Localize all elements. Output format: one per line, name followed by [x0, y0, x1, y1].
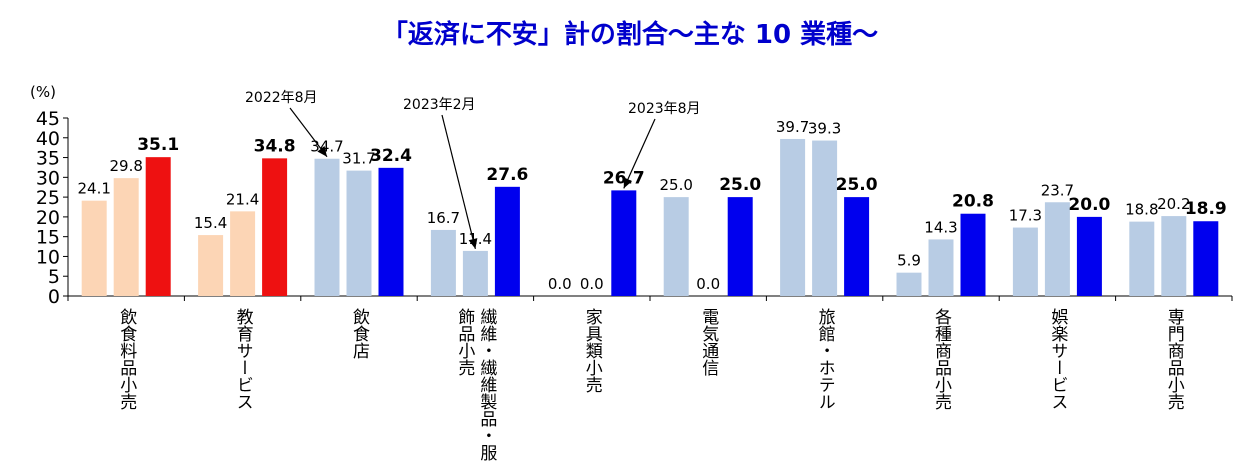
data-label: 17.3 [1009, 207, 1042, 225]
bar [1012, 227, 1038, 296]
data-label: 29.8 [109, 157, 142, 175]
bar [1193, 221, 1219, 296]
bar [262, 158, 288, 296]
bar [378, 167, 404, 296]
data-label: 20.2 [1157, 195, 1190, 213]
data-label: 16.7 [427, 209, 460, 227]
bar [1044, 202, 1070, 296]
bar [928, 239, 954, 296]
bar [462, 250, 488, 296]
bar [727, 197, 753, 296]
data-label: 0.0 [548, 275, 572, 293]
y-tick-label: 40 [36, 128, 60, 150]
y-tick-label: 45 [36, 108, 60, 130]
category-label: 電気通信 [698, 308, 719, 376]
bar [663, 197, 689, 296]
data-label: 31.7 [342, 150, 375, 168]
annotation-arrow-head [317, 146, 327, 157]
category-label: 家具類小売 [582, 308, 603, 393]
data-label: 0.0 [696, 275, 720, 293]
bar [346, 170, 372, 296]
bar [611, 190, 637, 296]
data-label: 32.4 [370, 146, 412, 166]
y-tick-label: 20 [36, 207, 60, 229]
bar [494, 186, 520, 296]
bar [430, 229, 456, 296]
data-label: 20.0 [1068, 195, 1110, 215]
bar [145, 157, 171, 296]
data-label: 34.8 [254, 136, 296, 156]
category-label: 娯楽サービス [1047, 308, 1068, 410]
bar [780, 138, 806, 296]
y-tick-label: 35 [36, 148, 60, 170]
category-label: 飾品小売 [454, 308, 475, 376]
data-label: 24.1 [77, 180, 110, 198]
data-label: 5.9 [897, 252, 921, 270]
annotation-label: 2023年8月 [628, 101, 701, 117]
category-label: 各種商品小売 [931, 308, 952, 410]
bar [960, 213, 986, 296]
bar [314, 158, 340, 296]
data-label: 39.3 [808, 120, 841, 138]
bar [1076, 216, 1102, 296]
bar [113, 178, 139, 296]
y-axis-label: (%) [30, 83, 56, 101]
category-label: 旅館・ホテル [815, 308, 836, 410]
annotation-arrow-line [441, 114, 476, 250]
data-label: 27.6 [486, 165, 528, 185]
category-label: 飲食料品小売 [116, 308, 137, 410]
y-tick-label: 25 [36, 187, 60, 209]
bar [896, 272, 922, 296]
data-label: 20.8 [952, 192, 994, 212]
bar [198, 235, 224, 296]
data-label: 18.8 [1125, 201, 1158, 219]
annotation-arrow-line [623, 118, 656, 189]
data-label: 35.1 [137, 135, 179, 155]
bar [1129, 221, 1155, 296]
annotation-label: 2022年8月 [245, 90, 318, 106]
category-label: 教育サービス [233, 308, 254, 410]
data-label: 18.9 [1185, 199, 1227, 219]
bar [844, 197, 870, 296]
bar [81, 200, 107, 296]
annotation-arrow-head [623, 177, 633, 189]
data-label: 15.4 [194, 214, 227, 232]
data-label: 39.7 [776, 118, 809, 136]
data-label: 25.0 [719, 175, 761, 195]
annotation-arrow-head [468, 238, 478, 249]
data-label: 25.0 [659, 176, 692, 194]
bar [230, 211, 256, 296]
data-label: 23.7 [1041, 181, 1074, 199]
category-label: 繊維・繊維製品・服 [476, 308, 497, 462]
data-label: 0.0 [580, 275, 604, 293]
annotation-arrow-line [289, 107, 328, 158]
bar [1161, 216, 1187, 296]
data-label: 25.0 [836, 175, 878, 195]
category-label: 飲食店 [349, 308, 370, 359]
y-tick-label: 5 [48, 266, 60, 288]
chart-title: 「返済に不安」計の割合～主な 10 業種～ [381, 20, 879, 50]
y-tick-label: 15 [36, 227, 60, 249]
y-tick-label: 10 [36, 246, 60, 268]
bar [812, 140, 838, 296]
category-label: 専門商品小売 [1164, 308, 1185, 410]
annotation-label: 2023年2月 [403, 97, 476, 113]
data-label: 21.4 [226, 190, 259, 208]
data-label: 14.3 [924, 218, 957, 236]
y-tick-label: 30 [36, 167, 60, 189]
y-tick-label: 0 [48, 286, 60, 308]
